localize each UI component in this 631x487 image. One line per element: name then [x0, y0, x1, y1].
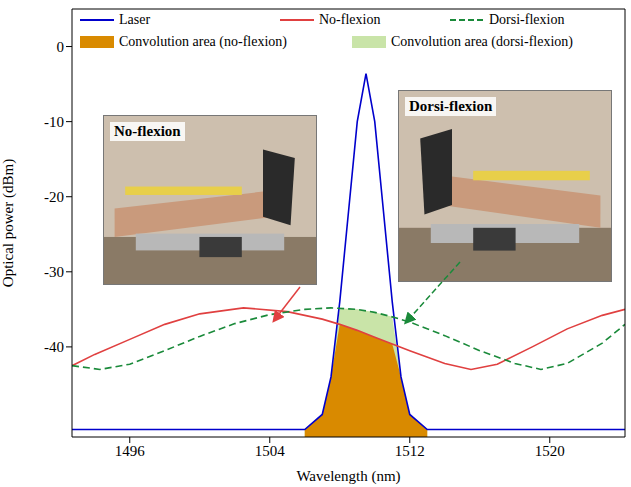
svg-text:-20: -20 — [44, 189, 64, 205]
html-text:Convolution area (dorsi-flexio: Convolution area (dorsi-flexion) — [391, 34, 573, 49]
html-text:No-flexion: No-flexion — [319, 12, 381, 27]
html-text:Laser: Laser — [119, 12, 151, 27]
svg-text:-40: -40 — [44, 339, 64, 355]
svg-text:-30: -30 — [44, 264, 64, 280]
html-text:Dorsi-flexion: Dorsi-flexion — [489, 12, 565, 27]
html-text:Convolution area (no-flexion): Convolution area (no-flexion) — [119, 34, 287, 49]
svg-text:1520: 1520 — [535, 443, 565, 459]
svg-text:1512: 1512 — [395, 443, 425, 459]
html-text:No-flexion: No-flexion — [114, 123, 181, 139]
svg-text:1504: 1504 — [255, 443, 286, 459]
svg-text:Wavelength (nm): Wavelength (nm) — [296, 468, 400, 485]
svg-text:1496: 1496 — [115, 443, 146, 459]
svg-text:-10: -10 — [44, 114, 64, 130]
svg-text:0: 0 — [57, 39, 65, 55]
svg-text:Optical power (dBm): Optical power (dBm) — [0, 159, 17, 287]
html-text:Dorsi-flexion: Dorsi-flexion — [409, 98, 493, 114]
